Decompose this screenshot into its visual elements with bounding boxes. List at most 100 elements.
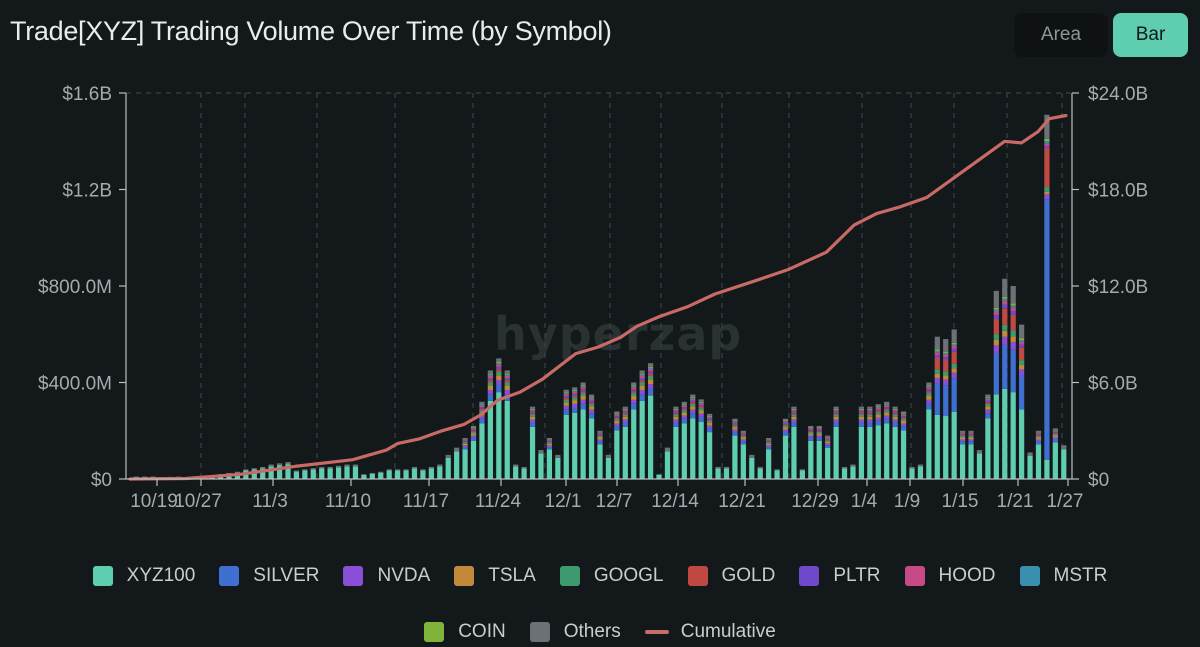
bar-segment-gold — [462, 441, 468, 443]
bar-segment-coin — [791, 408, 797, 410]
bar-segment-pltr — [816, 429, 822, 431]
bar-segment-xyz100 — [293, 471, 300, 479]
bar-segment-googl — [858, 414, 865, 417]
bar-segment-hood — [825, 437, 831, 439]
bar-segment-xyz100 — [529, 426, 536, 479]
bar-segment-pltr — [968, 434, 974, 436]
legend-item-googl[interactable]: GOOGL — [559, 565, 664, 587]
bar-toggle-button[interactable]: Bar — [1113, 13, 1188, 57]
legend-item-tsla[interactable]: TSLA — [454, 565, 536, 587]
bar-segment-mstr — [647, 367, 654, 369]
bar-segment-mstr — [1010, 305, 1016, 308]
bar-segment-gold — [597, 435, 603, 437]
bar-segment-tsla — [597, 437, 603, 440]
bar-segment-others — [386, 469, 392, 471]
bar-segment-others — [588, 394, 595, 398]
bar-segment-pltr — [943, 357, 949, 361]
bar-segment-tsla — [563, 402, 569, 406]
bar-segment-coin — [900, 413, 907, 415]
legend-swatch — [1019, 566, 1040, 586]
legend-item-gold[interactable]: GOLD — [687, 565, 775, 587]
legend-label: COIN — [458, 621, 506, 642]
x-tick-label: 10/19 — [130, 491, 178, 512]
bar-segment-hood — [740, 433, 746, 435]
bar-segment-gold — [1019, 347, 1025, 361]
bar-segment-xyz100 — [723, 468, 730, 479]
bar-segment-xyz100 — [875, 425, 881, 479]
x-tick-label: 1/15 — [942, 491, 979, 512]
bar-segment-xyz100 — [1052, 442, 1058, 479]
bar-segment-pltr — [588, 400, 595, 403]
bar-segment-tsla — [951, 368, 957, 373]
bar-segment-pltr — [1019, 344, 1025, 348]
bar-segment-googl — [479, 410, 485, 413]
bar-segment-gold — [985, 402, 991, 404]
bar-segment-pltr — [875, 409, 881, 411]
legend-item-cumulative[interactable]: Cumulative — [644, 621, 776, 643]
bar-segment-coin — [766, 439, 772, 440]
bar-segment-nvda — [588, 409, 595, 414]
bar-segment-mstr — [529, 409, 536, 411]
bar-segment-gold — [875, 410, 881, 413]
bar-segment-others — [1061, 445, 1067, 450]
bar-segment-hood — [580, 387, 586, 390]
bar-segment-silver — [690, 413, 696, 419]
bar-segment-hood — [588, 398, 595, 401]
left-tick-label: $400.0M — [38, 374, 112, 395]
bar-segment-googl — [732, 425, 738, 428]
bar-segment-nvda — [462, 445, 468, 448]
bar-segment-others — [462, 437, 468, 440]
legend-item-xyz100[interactable]: XYZ100 — [92, 565, 195, 587]
legend-item-pltr[interactable]: PLTR — [799, 565, 881, 587]
bar-segment-others — [791, 406, 797, 409]
bar-segment-mstr — [833, 409, 839, 411]
bar-segment-silver — [681, 418, 687, 424]
bar-segment-tsla — [740, 437, 746, 440]
bar-segment-others — [622, 406, 628, 409]
bar-segment-nvda — [934, 377, 940, 384]
legend-item-silver[interactable]: SILVER — [219, 565, 319, 587]
bar-segment-xyz100 — [968, 444, 974, 479]
legend-swatch — [644, 630, 669, 634]
bar-segment-others — [411, 466, 418, 469]
legend-item-others[interactable]: Others — [529, 621, 621, 643]
bar-segment-nvda — [825, 443, 831, 446]
legend-item-coin[interactable]: COIN — [424, 621, 506, 643]
bar-segment-others — [504, 370, 510, 374]
bar-segment-xyz100 — [470, 440, 477, 479]
bar-segment-hood — [766, 440, 772, 441]
bar-segment-coin — [1044, 138, 1050, 142]
bar-segment-xyz100 — [647, 395, 654, 479]
bar-segment-others — [1027, 452, 1033, 456]
bar-segment-mstr — [597, 432, 603, 434]
bar-segment-coin — [504, 373, 510, 375]
bar-segment-gold — [622, 413, 628, 415]
bar-segment-pltr — [597, 434, 603, 436]
legend-item-nvda[interactable]: NVDA — [343, 565, 430, 587]
bar-segment-coin — [985, 397, 991, 398]
bar-segment-nvda — [867, 419, 873, 423]
bar-segment-hood — [884, 405, 890, 408]
bar-segment-pltr — [563, 395, 569, 398]
bar-segment-googl — [959, 436, 966, 438]
bar-segment-mstr — [580, 386, 586, 388]
bar-segment-xyz100 — [1019, 409, 1025, 479]
bar-segment-gold — [479, 408, 485, 411]
bar-segment-googl — [1002, 324, 1008, 331]
bar-segment-gold — [529, 413, 536, 415]
area-toggle-button[interactable]: Area — [1014, 13, 1108, 57]
bar-segment-tsla — [529, 416, 536, 420]
bar-segment-coin — [673, 408, 679, 410]
legend-item-hood[interactable]: HOOD — [904, 565, 996, 587]
bar-segment-gold — [504, 380, 510, 383]
legend-swatch — [454, 566, 475, 586]
bar-segment-xyz100 — [740, 444, 746, 479]
bar-segment-xyz100 — [369, 473, 375, 479]
legend-label: Cumulative — [680, 621, 776, 642]
bar-segment-others — [293, 470, 300, 472]
bar-segment-xyz100 — [782, 435, 789, 479]
bar-segment-tsla — [647, 379, 654, 385]
legend-item-mstr[interactable]: MSTR — [1019, 565, 1107, 587]
bar-segment-others — [513, 464, 519, 467]
bar-segment-others — [647, 363, 654, 367]
